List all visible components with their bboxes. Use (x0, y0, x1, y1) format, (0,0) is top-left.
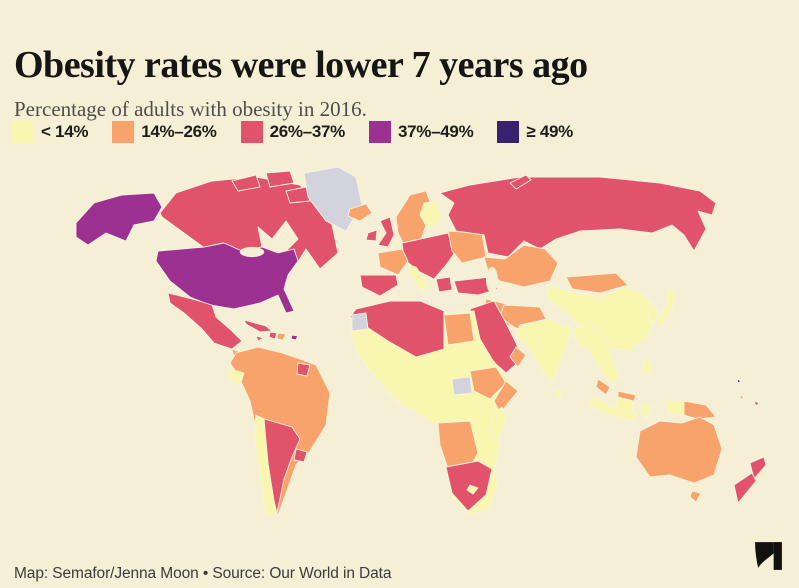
legend-swatch-over-49 (497, 121, 520, 143)
country-dominican-republic (276, 332, 287, 341)
world-map-svg (75, 166, 767, 517)
country-vanuatu (739, 394, 745, 401)
country-malaysia (595, 378, 611, 396)
legend-label-over-49: ≥ 49% (526, 122, 573, 141)
legend-swatch-37-49 (369, 121, 391, 143)
country-puerto-rico (290, 334, 299, 341)
country-south-sudan (451, 376, 473, 396)
country-philippines (641, 358, 653, 378)
legend-item-14-26: 14%–26% (112, 121, 217, 143)
island-tasmania (689, 490, 702, 503)
country-france (377, 248, 409, 276)
country-ethiopia (469, 366, 507, 400)
country-india (515, 318, 573, 384)
country-finland (419, 200, 441, 230)
country-arctic-islands-c (285, 186, 311, 204)
legend-swatch-14-26 (112, 121, 135, 143)
island-novaya-zemlya (509, 174, 532, 190)
country-italy (407, 264, 429, 293)
country-madagascar (489, 406, 507, 442)
region-malaysian-borneo (617, 390, 637, 402)
country-papua-new-guinea (683, 400, 717, 420)
region-sumatra-java (587, 396, 639, 422)
country-sri-lanka (553, 388, 563, 400)
country-greece (435, 276, 453, 293)
credit-line: Map: Semafor/Jenna Moon • Source: Our Wo… (14, 564, 392, 582)
semafor-logo (755, 542, 782, 570)
great-lakes (239, 246, 265, 258)
country-uruguay (293, 448, 308, 463)
region-pacific-islands (736, 378, 742, 384)
country-cuba (243, 319, 273, 333)
world-choropleth-map (0, 162, 799, 536)
country-mexico (167, 292, 243, 350)
country-ecuador (227, 368, 245, 386)
legend-label-14-26: 14%–26% (141, 122, 217, 141)
country-jamaica (255, 335, 264, 342)
region-western-sahara (351, 312, 369, 332)
country-ireland (365, 229, 378, 242)
country-korea (647, 308, 659, 326)
legend-item-26-37: 26%–37% (240, 121, 346, 143)
region-oman-uae (509, 346, 527, 368)
country-iceland (347, 203, 373, 222)
caspian-sea (486, 267, 498, 293)
country-mongolia (565, 272, 629, 294)
semafor-logo-pennant (755, 542, 774, 568)
country-arctic-islands-a (231, 174, 261, 192)
country-haiti (268, 331, 278, 340)
country-new-zealand-south (733, 472, 757, 504)
country-arctic-islands-b (265, 170, 295, 188)
legend-swatch-under-14 (12, 121, 34, 143)
page-subtitle: Percentage of adults with obesity in 201… (14, 97, 367, 121)
legend-label-under-14: < 14% (41, 122, 89, 141)
country-united-kingdom (377, 216, 395, 248)
legend-swatch-26-37 (240, 121, 263, 143)
country-suriname (296, 362, 311, 377)
country-fiji (753, 400, 760, 407)
page-title: Obesity rates were lower 7 years ago (14, 44, 588, 87)
country-russia (439, 176, 717, 258)
country-australia (635, 416, 723, 484)
region-eastern-europe (447, 230, 487, 264)
legend-item-over-49: ≥ 49% (497, 121, 573, 143)
legend-item-37-49: 37%–49% (369, 121, 474, 143)
country-alaska (75, 192, 163, 246)
region-mainland-southeast-asia (571, 324, 621, 384)
legend-item-under-14: < 14% (12, 121, 88, 143)
country-china (545, 284, 659, 352)
country-egypt (443, 312, 475, 346)
country-chile (253, 414, 278, 517)
country-japan (657, 288, 677, 328)
region-west-papua (663, 400, 685, 416)
legend-label-26-37: 26%–37% (269, 122, 346, 141)
legend: < 14% 14%–26% 26%–37% 37%–49% ≥ 49% (12, 121, 573, 143)
black-sea (455, 265, 477, 277)
country-lesotho (466, 484, 479, 495)
legend-label-37-49: 37%–49% (398, 122, 474, 141)
semafor-logo-bar (773, 542, 782, 570)
region-iberia (359, 274, 399, 297)
island-sulawesi (639, 402, 653, 420)
